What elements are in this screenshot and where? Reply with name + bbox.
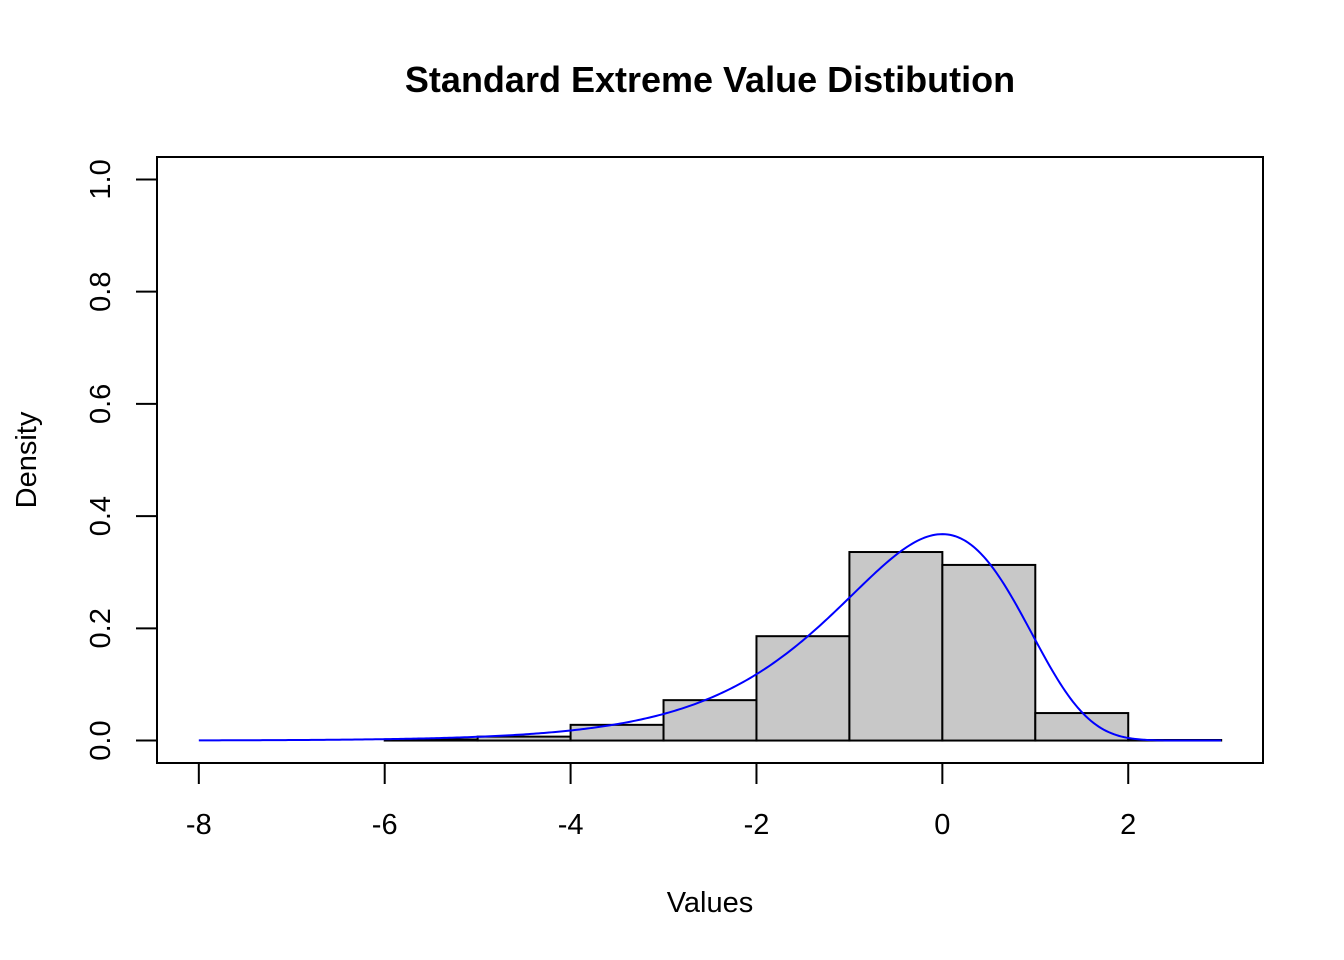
histogram-bar (941, 563, 1037, 742)
histogram-bar (755, 635, 851, 742)
y-tick-label: 0.4 (85, 496, 117, 536)
y-axis-label: Density (11, 411, 43, 508)
y-tick-label: 0.2 (85, 608, 117, 648)
histogram-bar (662, 699, 758, 742)
x-tick-label: 2 (1120, 809, 1136, 841)
chart-title: Standard Extreme Value Distibution (405, 59, 1015, 100)
x-axis-label: Values (667, 887, 754, 919)
x-tick-label: -8 (186, 809, 212, 841)
y-tick-label: 0.8 (85, 272, 117, 312)
x-tick-label: -4 (558, 809, 584, 841)
histogram-bar (569, 723, 665, 742)
x-tick-label: 0 (934, 809, 950, 841)
x-axis: -8 -6 -4 -2 0 2 (186, 762, 1136, 841)
histogram-bar (476, 735, 572, 742)
y-tick-label: 1.0 (85, 159, 117, 199)
y-tick-label: 0.6 (85, 384, 117, 424)
x-tick-label: -6 (372, 809, 398, 841)
y-tick-label: 0.0 (85, 720, 117, 760)
density-curve (198, 533, 1222, 742)
plot-frame (156, 156, 1264, 764)
histogram-bar (848, 551, 944, 742)
y-axis: 0.0 0.2 0.4 0.6 0.8 1.0 (85, 159, 158, 761)
x-tick-label: -2 (744, 809, 770, 841)
histogram-bar (1034, 712, 1130, 742)
histogram-bars (383, 551, 1223, 742)
